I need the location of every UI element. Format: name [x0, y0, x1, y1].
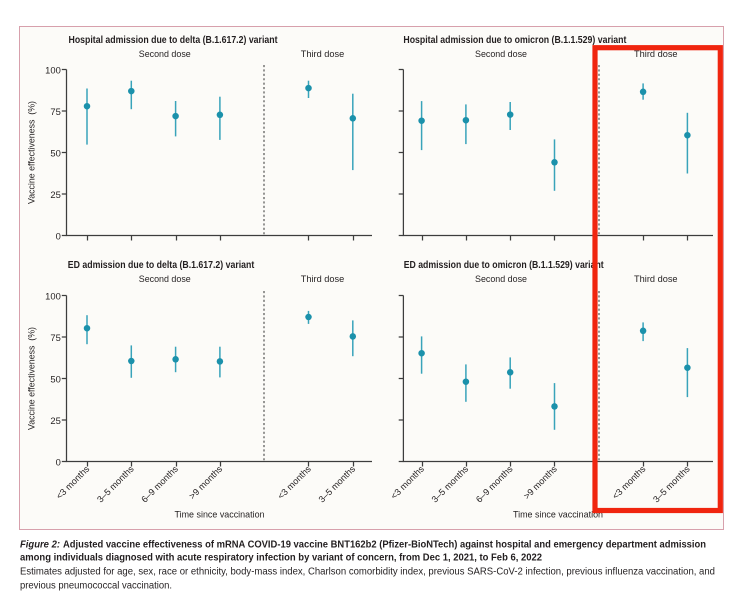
- svg-text:Third dose: Third dose: [634, 274, 678, 284]
- svg-text:previous pneumococcal vaccinat: previous pneumococcal vaccination.: [20, 581, 172, 592]
- svg-text:Third dose: Third dose: [301, 274, 345, 284]
- svg-text:Second dose: Second dose: [139, 49, 191, 59]
- svg-text:Vaccine effectiveness (%): Vaccine effectiveness (%): [27, 327, 37, 430]
- svg-text:Time since vaccination: Time since vaccination: [513, 510, 603, 520]
- svg-text:Third dose: Third dose: [301, 49, 345, 59]
- svg-text:ED admission due to delta (B.1: ED admission due to delta (B.1.617.2) va…: [68, 260, 255, 271]
- svg-text:Third dose: Third dose: [634, 49, 678, 59]
- svg-text:Estimates adjusted for age, se: Estimates adjusted for age, sex, race or…: [20, 567, 715, 578]
- svg-text:Vaccine effectiveness (%): Vaccine effectiveness (%): [27, 101, 37, 204]
- svg-text:100: 100: [45, 65, 61, 76]
- svg-text:Adjusted vaccine effectiveness: Adjusted vaccine effectiveness of mRNA C…: [63, 540, 706, 551]
- svg-text:25: 25: [50, 189, 60, 200]
- svg-text:0: 0: [56, 457, 61, 468]
- svg-text:Time since vaccination: Time since vaccination: [175, 510, 265, 520]
- svg-text:50: 50: [50, 374, 60, 385]
- svg-text:among individuals diagnosed wi: among individuals diagnosed with acute r…: [20, 552, 542, 563]
- svg-text:Second dose: Second dose: [139, 274, 191, 284]
- svg-text:Second dose: Second dose: [475, 49, 527, 59]
- svg-text:Figure 2:: Figure 2:: [20, 540, 60, 551]
- svg-text:Hospital admission due to omic: Hospital admission due to omicron (B.1.1…: [403, 35, 627, 46]
- svg-text:75: 75: [50, 106, 60, 117]
- svg-text:Hospital admission due to delt: Hospital admission due to delta (B.1.617…: [69, 35, 279, 46]
- svg-text:0: 0: [56, 231, 61, 242]
- svg-text:75: 75: [50, 332, 60, 343]
- svg-text:Second dose: Second dose: [475, 274, 527, 284]
- svg-text:ED admission due to omicron (B: ED admission due to omicron (B.1.1.529) …: [404, 260, 605, 271]
- svg-text:25: 25: [50, 415, 60, 426]
- svg-text:50: 50: [50, 148, 60, 159]
- svg-text:100: 100: [45, 291, 61, 302]
